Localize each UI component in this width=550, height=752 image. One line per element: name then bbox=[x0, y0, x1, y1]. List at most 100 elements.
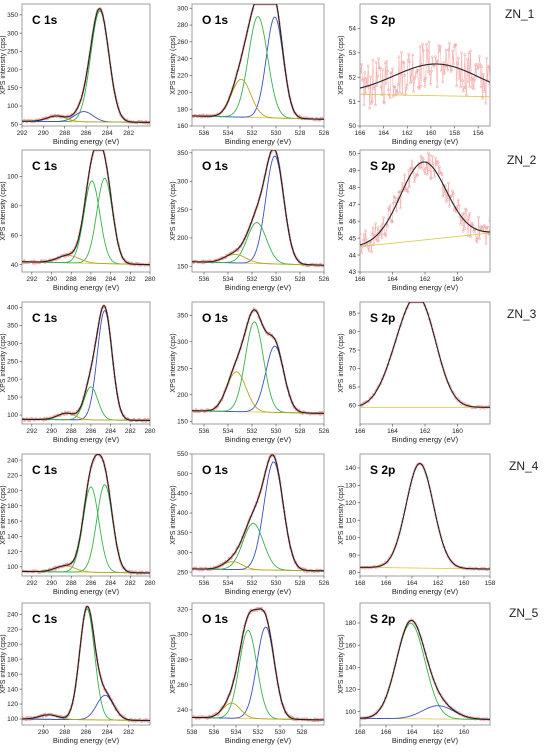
y-axis-label: XPS intensity (cps) bbox=[170, 181, 177, 240]
y-tick-label: 280 bbox=[177, 22, 188, 29]
x-tick-label: 530 bbox=[271, 580, 282, 587]
y-tick-label: 160 bbox=[345, 642, 356, 649]
y-tick-label: 300 bbox=[177, 550, 188, 557]
y-tick-label: 75 bbox=[349, 347, 357, 354]
x-tick-label: 530 bbox=[271, 276, 282, 283]
x-axis-label: Binding energy (eV) bbox=[392, 435, 459, 444]
x-tick-label: 286 bbox=[81, 729, 92, 736]
y-tick-label: 240 bbox=[177, 56, 188, 63]
x-tick-label: 526 bbox=[319, 276, 330, 283]
y-tick-label: 70 bbox=[349, 366, 357, 373]
x-tick-label: 286 bbox=[85, 428, 96, 435]
plot-frame bbox=[21, 453, 151, 577]
data-point bbox=[413, 302, 417, 304]
x-axis-label: Binding energy (eV) bbox=[225, 587, 292, 596]
panel-title: C 1s bbox=[32, 13, 58, 27]
data-point bbox=[452, 562, 456, 566]
baseline-curve bbox=[360, 232, 490, 247]
x-tick-label: 162 bbox=[402, 130, 413, 137]
y-tick-label: 240 bbox=[177, 707, 188, 714]
x-tick-label: 160 bbox=[452, 428, 463, 435]
panel-title: S 2p bbox=[370, 463, 395, 477]
data-point bbox=[98, 150, 101, 152]
y-tick-label: 200 bbox=[7, 641, 18, 648]
x-tick-label: 286 bbox=[85, 276, 96, 283]
data-point bbox=[95, 150, 99, 152]
y-tick-label: 100 bbox=[345, 535, 356, 542]
sample-label-zn-3: ZN_3 bbox=[507, 307, 537, 321]
x-axis-label: Binding energy (eV) bbox=[53, 587, 120, 596]
y-tick-label: 60 bbox=[11, 232, 19, 239]
y-tick-label: 400 bbox=[7, 305, 18, 312]
x-tick-label: 288 bbox=[59, 729, 70, 736]
raw-data-line bbox=[360, 619, 490, 721]
component-peak-1 bbox=[192, 16, 324, 120]
fit-envelope bbox=[192, 454, 324, 572]
x-tick-label: 164 bbox=[387, 428, 398, 435]
y-tick-label: 220 bbox=[7, 626, 18, 633]
panel-zn-4-s2p: 168 166 164 162 160 158 80 90 100 110 120 130 140 Bin… bbox=[338, 453, 496, 596]
plot-frame bbox=[21, 301, 151, 425]
y-tick-label: 250 bbox=[7, 358, 18, 365]
y-tick-label: 200 bbox=[177, 235, 188, 242]
x-axis-label: Binding energy (eV) bbox=[53, 435, 120, 444]
fit-envelope bbox=[360, 462, 490, 570]
y-tick-label: 90 bbox=[349, 552, 357, 559]
panel-title: O 1s bbox=[202, 311, 228, 325]
y-tick-label: 180 bbox=[7, 656, 18, 663]
fit-envelope bbox=[360, 161, 490, 246]
y-tick-label: 49 bbox=[349, 168, 357, 175]
y-tick-label: 160 bbox=[7, 671, 18, 678]
data-point bbox=[100, 150, 104, 152]
data-point bbox=[415, 302, 419, 304]
y-tick-label: 300 bbox=[177, 5, 188, 12]
data-point bbox=[360, 404, 362, 408]
y-tick-label: 140 bbox=[345, 465, 356, 472]
x-tick-label: 158 bbox=[485, 580, 496, 587]
y-tick-label: 260 bbox=[177, 682, 188, 689]
sample-label-zn-4: ZN_4 bbox=[509, 459, 539, 473]
y-tick-label: 100 bbox=[7, 412, 18, 419]
x-tick-label: 282 bbox=[125, 276, 136, 283]
y-tick-label: 100 bbox=[7, 564, 18, 571]
x-tick-label: 164 bbox=[378, 130, 389, 137]
y-tick-label: 320 bbox=[177, 606, 188, 613]
y-tick-label: 47 bbox=[349, 201, 357, 208]
x-tick-label: 532 bbox=[247, 580, 258, 587]
x-tick-label: 164 bbox=[387, 276, 398, 283]
x-tick-label: 288 bbox=[59, 130, 70, 137]
y-tick-label: 250 bbox=[177, 366, 188, 373]
y-tick-label: 200 bbox=[7, 488, 18, 495]
y-tick-label: 48 bbox=[349, 184, 357, 191]
y-axis-label: XPS intensity (cps) bbox=[170, 35, 177, 94]
x-tick-label: 162 bbox=[433, 580, 444, 587]
data-point bbox=[417, 302, 420, 304]
x-axis-label: Binding energy (eV) bbox=[53, 137, 120, 146]
x-tick-label: 288 bbox=[66, 276, 77, 283]
y-tick-label: 150 bbox=[7, 85, 18, 92]
fit-envelope bbox=[360, 619, 490, 720]
data-point bbox=[94, 150, 97, 152]
y-axis-label: XPS intensity (cps) bbox=[0, 35, 7, 94]
x-tick-label: 286 bbox=[81, 130, 92, 137]
y-tick-label: 140 bbox=[7, 534, 18, 541]
x-tick-label: 166 bbox=[355, 130, 366, 137]
panel-zn-1-o1s: 536 534 532 530 528 526 160 180 200 220 240 260 280 3… bbox=[170, 3, 330, 146]
x-tick-label: 280 bbox=[145, 276, 156, 283]
panel-zn-5-c1s: 290 288 286 284 282 100 120 140 160 180 200 220 240 B… bbox=[0, 602, 151, 745]
y-tick-label: 180 bbox=[345, 620, 356, 627]
y-tick-label: 51 bbox=[349, 99, 357, 106]
y-tick-label: 150 bbox=[7, 394, 18, 401]
x-axis-label: Binding energy (eV) bbox=[392, 736, 459, 745]
x-tick-label: 284 bbox=[105, 428, 116, 435]
y-tick-label: 300 bbox=[177, 339, 188, 346]
y-tick-label: 120 bbox=[345, 687, 356, 694]
x-tick-label: 536 bbox=[199, 580, 210, 587]
x-tick-label: 528 bbox=[295, 580, 306, 587]
x-tick-label: 160 bbox=[459, 580, 470, 587]
y-tick-label: 80 bbox=[349, 329, 357, 336]
x-tick-label: 282 bbox=[125, 580, 136, 587]
component-peak-1 bbox=[22, 10, 150, 123]
y-tick-label: 200 bbox=[7, 67, 18, 74]
x-axis-label: Binding energy (eV) bbox=[225, 137, 292, 146]
